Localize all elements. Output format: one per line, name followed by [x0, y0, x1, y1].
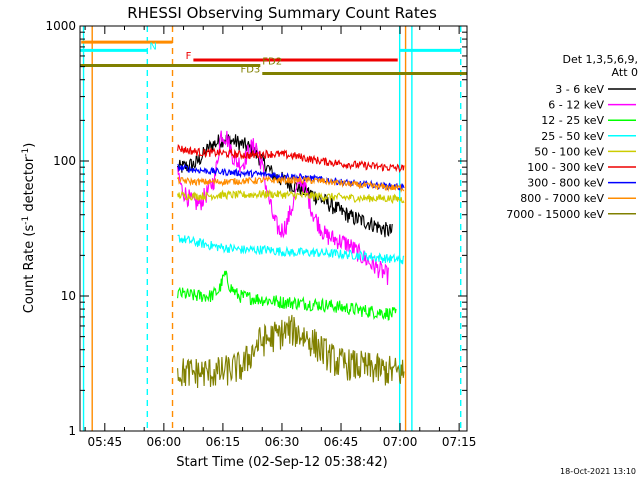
flag-label-fd3: FD3 [240, 64, 260, 75]
y-tick-label: 1000 [45, 19, 76, 33]
y-axis: 1 10 100 1000 [45, 19, 467, 438]
x-tick-label: 05:45 [88, 435, 123, 449]
legend-label: 12 - 25 keV [541, 114, 604, 127]
series-line-50-100-kev [177, 189, 405, 205]
series-line-7000-15000-kev [177, 314, 405, 389]
series-line-12-25-kev [177, 270, 397, 321]
flag-label-f: F [186, 51, 192, 62]
series-line-100-300-kev [177, 144, 405, 173]
flag-label-n: N [149, 41, 156, 52]
chart-title: RHESSI Observing Summary Count Rates [127, 4, 437, 22]
x-axis-label: Start Time (02-Sep-12 05:38:42) [176, 455, 387, 470]
legend-label: 7000 - 15000 keV [506, 208, 604, 221]
x-axis: 05:45 06:00 06:15 06:30 06:45 07:00 07:15 [84, 26, 477, 449]
legend-header: Att 0 [612, 66, 638, 79]
x-tick-label: 06:00 [147, 435, 182, 449]
x-tick-label: 06:30 [265, 435, 300, 449]
y-axis-label: Count Rate (s-1 detector-1) [21, 143, 37, 314]
legend-label: 800 - 7000 keV [520, 192, 604, 205]
flag-label-s: S [73, 33, 79, 44]
x-tick-label: 07:00 [383, 435, 418, 449]
legend-header: Det 1,3,5,6,9, [562, 53, 638, 66]
legend-label: 100 - 300 keV [527, 161, 604, 174]
plot-frame [79, 25, 468, 432]
y-tick-label: 100 [53, 154, 76, 168]
x-tick-label: 06:45 [324, 435, 359, 449]
legend-label: 6 - 12 keV [548, 99, 604, 112]
y-tick-label: 10 [61, 289, 76, 303]
timestamp: 18-Oct-2021 13:10 [560, 467, 636, 476]
x-tick-label: 07:15 [442, 435, 477, 449]
series-line-800-7000-kev [177, 175, 405, 193]
legend-label: 50 - 100 keV [534, 145, 604, 158]
flag-label-fd2: FD2 [262, 56, 282, 67]
legend-label: 25 - 50 keV [541, 130, 604, 143]
y-tick-label: 1 [68, 424, 76, 438]
x-tick-label: 06:15 [206, 435, 241, 449]
series-line-25-50-kev [177, 234, 405, 265]
legend-label: 300 - 800 keV [527, 177, 604, 190]
legend: Det 1,3,5,6,9,Att 0 3 - 6 keV 6 - 12 keV 12… [506, 53, 638, 221]
legend-label: 3 - 6 keV [555, 83, 604, 96]
